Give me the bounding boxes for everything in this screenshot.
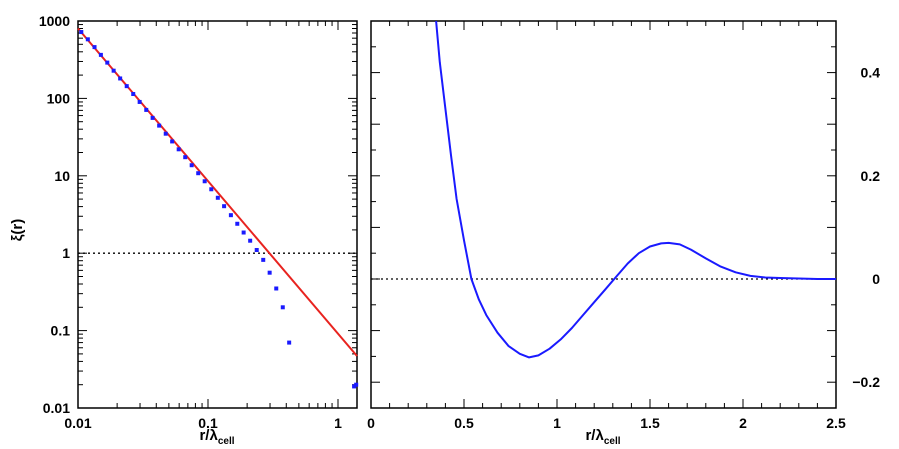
correlation-curve bbox=[435, 20, 836, 359]
data-point bbox=[137, 99, 142, 104]
data-point bbox=[202, 179, 207, 184]
data-point bbox=[131, 91, 136, 96]
left-x-tick-label: 0.1 bbox=[198, 415, 218, 431]
left-tick-labels: 0.01 0.1 1 0.01 0.1 1 10 100 1000 bbox=[39, 13, 342, 431]
right-x-tick-label: 0.5 bbox=[454, 415, 474, 431]
left-plot-frame bbox=[77, 20, 358, 409]
data-point bbox=[124, 84, 129, 89]
data-point bbox=[150, 115, 155, 120]
data-point bbox=[170, 139, 175, 144]
data-point bbox=[241, 230, 246, 235]
left-y-tick-label: 0.01 bbox=[43, 400, 70, 416]
right-tick-marks bbox=[370, 20, 837, 409]
left-y-tick-label: 1000 bbox=[39, 13, 70, 29]
left-x-tick-label: 1 bbox=[334, 415, 342, 431]
data-point bbox=[248, 238, 253, 243]
data-point bbox=[215, 195, 220, 200]
data-point bbox=[183, 155, 188, 160]
data-point bbox=[105, 60, 110, 65]
right-plot-frame bbox=[370, 20, 837, 409]
right-x-tick-label: 0 bbox=[367, 415, 375, 431]
right-x-tick-label: 1 bbox=[553, 415, 561, 431]
left-y-tick-label: 100 bbox=[47, 90, 71, 106]
right-curve bbox=[435, 20, 836, 359]
right-y-tick-label: −0.2 bbox=[852, 374, 880, 390]
data-point bbox=[222, 204, 227, 209]
data-point bbox=[157, 123, 162, 128]
left-panel-log-plot: 0.01 0.1 1 0.01 0.1 1 10 100 1000 ξ(r) r/λcell bbox=[9, 13, 359, 447]
data-point bbox=[228, 213, 233, 218]
data-point bbox=[144, 107, 149, 112]
data-point bbox=[209, 187, 214, 192]
left-tick-marks bbox=[77, 20, 357, 409]
left-y-tick-label: 1 bbox=[62, 245, 70, 261]
data-point bbox=[189, 163, 194, 168]
right-x-tick-label: 2.5 bbox=[826, 415, 846, 431]
data-point bbox=[196, 171, 201, 176]
data-point bbox=[98, 52, 103, 57]
data-point bbox=[354, 382, 359, 387]
data-point bbox=[254, 247, 259, 252]
data-point bbox=[118, 76, 123, 81]
right-x-tick-label: 2 bbox=[739, 415, 747, 431]
right-x-axis-label: r/λcell bbox=[585, 427, 620, 447]
data-point bbox=[287, 340, 292, 345]
left-x-tick-label: 0.01 bbox=[64, 415, 91, 431]
right-y-tick-label: 0 bbox=[872, 271, 880, 287]
left-data-points bbox=[79, 30, 359, 389]
data-point bbox=[274, 286, 279, 291]
left-x-axis-label: r/λcell bbox=[199, 427, 234, 447]
data-point bbox=[352, 384, 357, 389]
data-point bbox=[267, 270, 272, 275]
data-point bbox=[111, 68, 116, 73]
left-power-law-fit bbox=[77, 27, 358, 357]
right-y-tick-label: 0.2 bbox=[861, 168, 881, 184]
power-law-fit-line bbox=[77, 27, 358, 357]
left-y-tick-label: 0.1 bbox=[51, 323, 71, 339]
data-point bbox=[261, 257, 266, 262]
data-point bbox=[176, 147, 181, 152]
left-y-axis-label: ξ(r) bbox=[9, 219, 26, 242]
data-point bbox=[79, 30, 84, 35]
right-x-tick-label: 1.5 bbox=[640, 415, 660, 431]
data-point bbox=[92, 45, 97, 50]
right-tick-labels: 0 0.5 1 1.5 2 2.5 −0.2 0 0.2 0.4 bbox=[367, 65, 880, 431]
data-point bbox=[280, 305, 285, 310]
right-panel-linear-plot: 0 0.5 1 1.5 2 2.5 −0.2 0 0.2 0.4 r/λcell bbox=[367, 20, 880, 447]
data-point bbox=[85, 37, 90, 42]
data-point bbox=[235, 221, 240, 226]
data-point bbox=[163, 131, 168, 136]
right-y-tick-label: 0.4 bbox=[861, 65, 881, 81]
left-y-tick-label: 10 bbox=[54, 168, 70, 184]
